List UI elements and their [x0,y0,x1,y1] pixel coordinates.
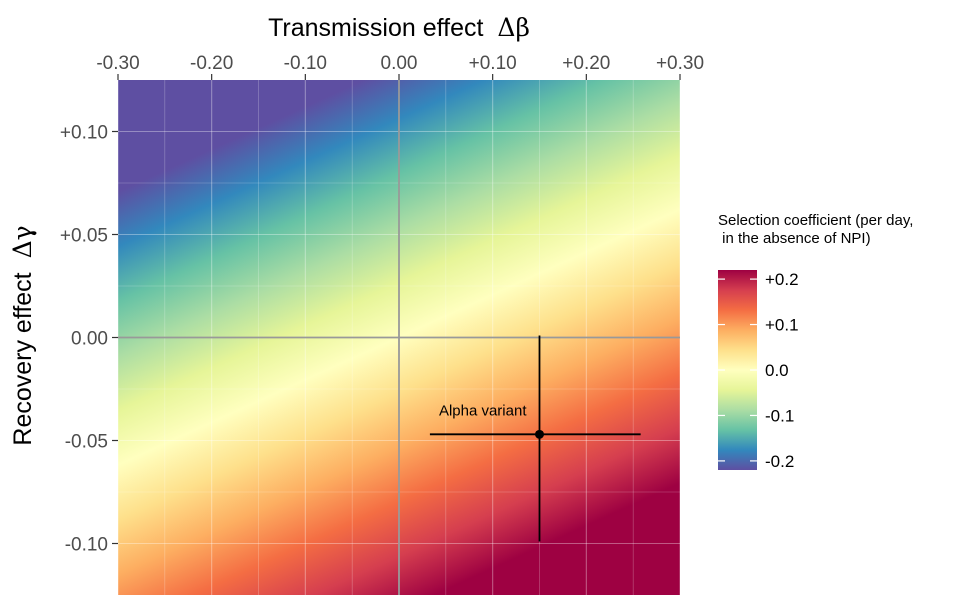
y-axis: +0.10 +0.05 0.00 -0.05 -0.10 [60,123,118,556]
x-axis-title: Transmission effect Δβ [268,13,530,42]
y-tick-label: 0.00 [71,329,108,350]
x-tick-label: +0.20 [562,53,610,74]
x-tick-label: -0.10 [284,53,327,74]
x-axis-title-symbol: Δβ [497,13,530,42]
data-point-marker [535,429,544,439]
y-tick-label: +0.10 [60,123,108,144]
y-axis-title: Recovery effect Δγ [8,225,37,445]
x-tick-label: +0.30 [656,53,704,74]
plot-area: Alpha variant [118,80,680,595]
x-tick-label: -0.20 [190,53,233,74]
legend-tick-label: -0.2 [765,452,794,471]
y-axis-title-text: Recovery effect [9,272,37,445]
x-axis: -0.30 -0.20 -0.10 0.00 +0.10 +0.20 +0.30 [96,53,704,80]
data-points: Alpha variant [429,335,641,542]
y-tick-label: +0.05 [60,226,108,247]
x-tick-label: -0.30 [96,53,139,74]
x-tick-label: +0.10 [469,53,517,74]
legend-tick-label: +0.1 [765,316,799,335]
legend-tick-label: 0.0 [765,361,789,380]
y-axis-title-symbol: Δγ [8,225,37,258]
x-tick-label: 0.00 [381,53,418,74]
legend-title-line1: Selection coefficient (per day, [718,212,913,229]
reference-lines [118,80,680,595]
x-axis-title-text: Transmission effect [268,14,483,42]
legend-ticks: +0.2 +0.1 0.0 -0.1 -0.2 [718,270,799,471]
legend-tick-label: -0.1 [765,406,794,425]
y-tick-label: -0.05 [65,432,108,453]
y-tick-label: -0.10 [65,535,108,556]
legend-title-line2: in the absence of NPI) [718,230,871,247]
colorbar-legend: Selection coefficient (per day, in the a… [718,212,913,471]
data-point-label: Alpha variant [439,402,527,419]
legend-tick-label: +0.2 [765,270,799,289]
